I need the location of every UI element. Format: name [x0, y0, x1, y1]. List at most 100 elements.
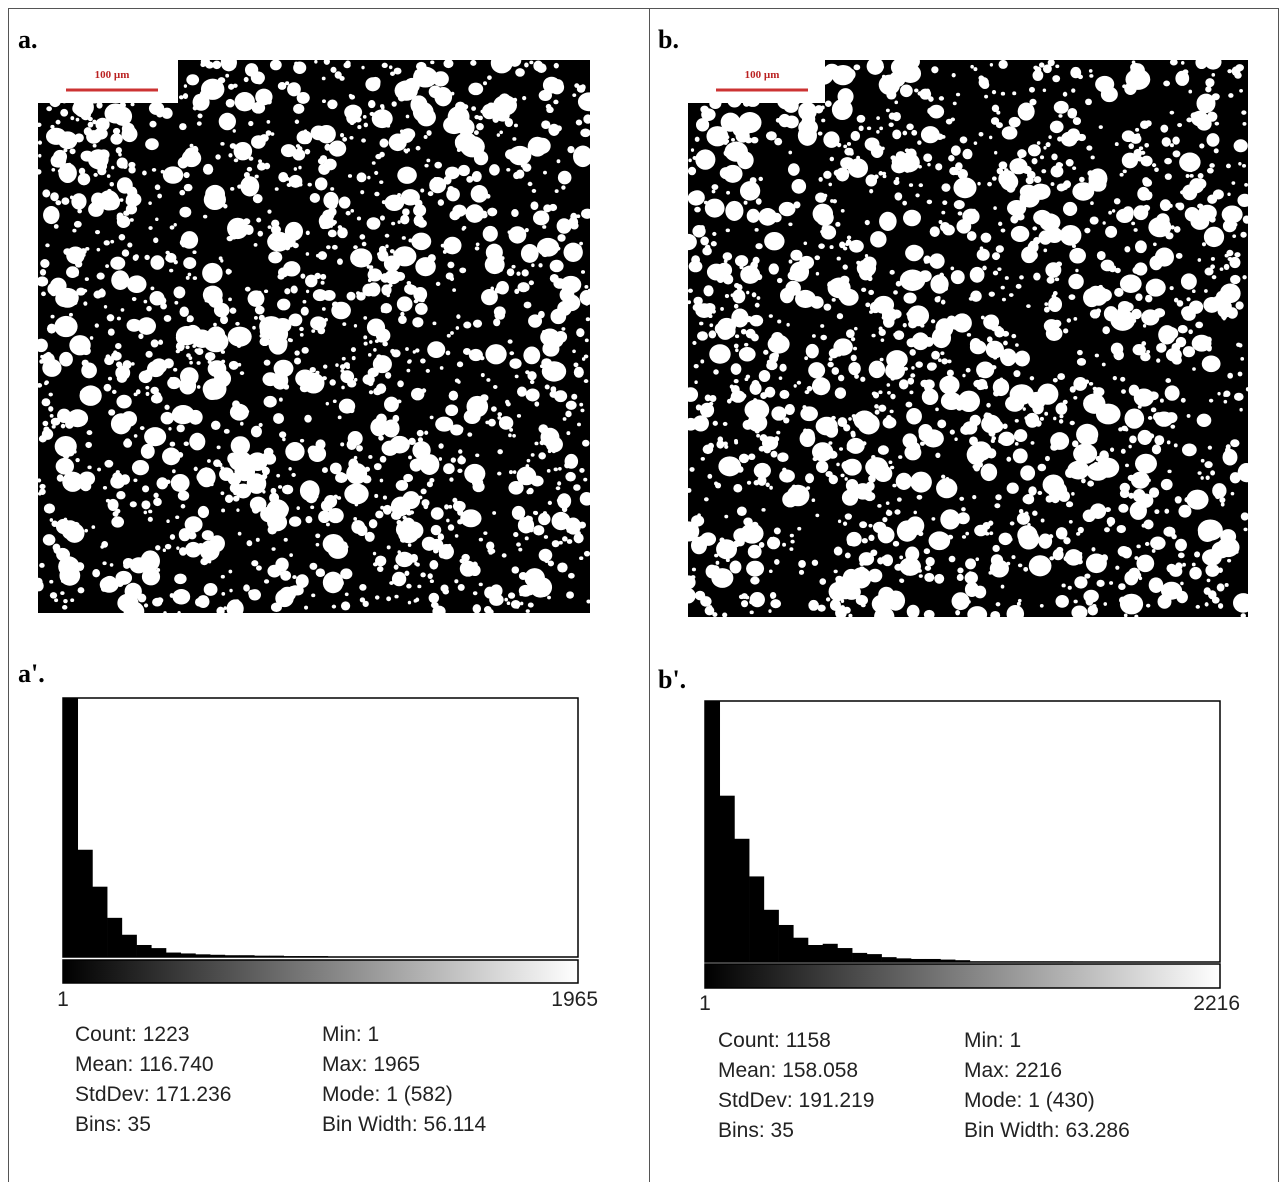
particle [1148, 487, 1160, 498]
particle [304, 605, 309, 610]
particle [180, 504, 186, 509]
particle [468, 348, 483, 362]
particle [526, 458, 531, 463]
particle [1109, 581, 1114, 585]
particle [911, 366, 915, 370]
particle [1169, 60, 1178, 66]
particle [72, 573, 78, 580]
particle [1156, 358, 1161, 363]
particle [582, 439, 590, 447]
particle [70, 116, 75, 121]
particle [1105, 225, 1118, 238]
particle [150, 286, 155, 291]
particle [1233, 222, 1238, 227]
particle [1079, 176, 1085, 183]
particle [803, 241, 808, 246]
particle [160, 302, 167, 310]
bar [268, 955, 285, 957]
particle [420, 488, 427, 495]
particle [148, 226, 153, 230]
particle [779, 287, 795, 304]
particle [257, 230, 264, 237]
particle [210, 420, 221, 430]
particle [1013, 370, 1021, 378]
particle [149, 120, 157, 128]
particle [514, 288, 520, 294]
particle [92, 143, 97, 148]
particle [842, 458, 862, 476]
particle [749, 314, 764, 327]
particle [57, 279, 62, 284]
particle [1000, 91, 1006, 96]
particle [55, 457, 75, 475]
particle [935, 133, 944, 140]
particle [104, 103, 127, 124]
particle [836, 256, 841, 261]
particle [1076, 358, 1087, 366]
particle [228, 297, 232, 302]
particle [49, 579, 54, 584]
particle [177, 610, 181, 613]
particle [435, 281, 441, 286]
particle [1146, 350, 1151, 354]
particle [895, 280, 902, 287]
particle [1135, 127, 1140, 132]
particle [80, 390, 84, 395]
particle [110, 239, 115, 244]
particle [773, 527, 781, 535]
particle [377, 426, 385, 435]
particle [1204, 602, 1209, 607]
particle [459, 267, 467, 274]
particle [972, 464, 977, 469]
particle [192, 93, 210, 111]
particle [1202, 549, 1222, 566]
particle [428, 113, 434, 120]
particle [763, 349, 769, 355]
particle [1006, 200, 1027, 217]
particle [811, 442, 834, 462]
particle [460, 509, 482, 528]
particle [824, 100, 832, 107]
particle [1001, 126, 1018, 140]
particle [423, 444, 430, 451]
particle [246, 166, 253, 172]
particle [452, 500, 466, 512]
particle [811, 498, 816, 503]
particle [390, 496, 411, 517]
particle [288, 516, 302, 527]
particle [873, 295, 895, 314]
particle [446, 333, 451, 338]
particle [894, 509, 901, 515]
particle [505, 399, 510, 405]
particle [1126, 305, 1131, 310]
particle [520, 601, 524, 606]
particle [1087, 170, 1094, 177]
particle [41, 428, 54, 440]
particle [1175, 336, 1187, 348]
particle [874, 409, 880, 415]
particle [350, 248, 373, 268]
particle [331, 244, 338, 250]
particle [179, 238, 188, 247]
particle [1211, 275, 1217, 280]
particle [984, 94, 989, 99]
particle [516, 542, 521, 547]
particle [326, 245, 331, 250]
particle [407, 359, 412, 363]
particle [774, 558, 780, 565]
particle [961, 535, 967, 539]
particle [878, 74, 901, 95]
particle [576, 214, 581, 219]
particle [482, 81, 488, 86]
particle [688, 288, 693, 293]
particle [471, 106, 477, 111]
bar [925, 958, 941, 962]
particle [1151, 163, 1157, 168]
particle [779, 469, 795, 483]
particle [442, 249, 447, 254]
particle [421, 536, 437, 551]
particle [526, 489, 531, 495]
particle [882, 171, 887, 176]
particle [726, 190, 731, 195]
